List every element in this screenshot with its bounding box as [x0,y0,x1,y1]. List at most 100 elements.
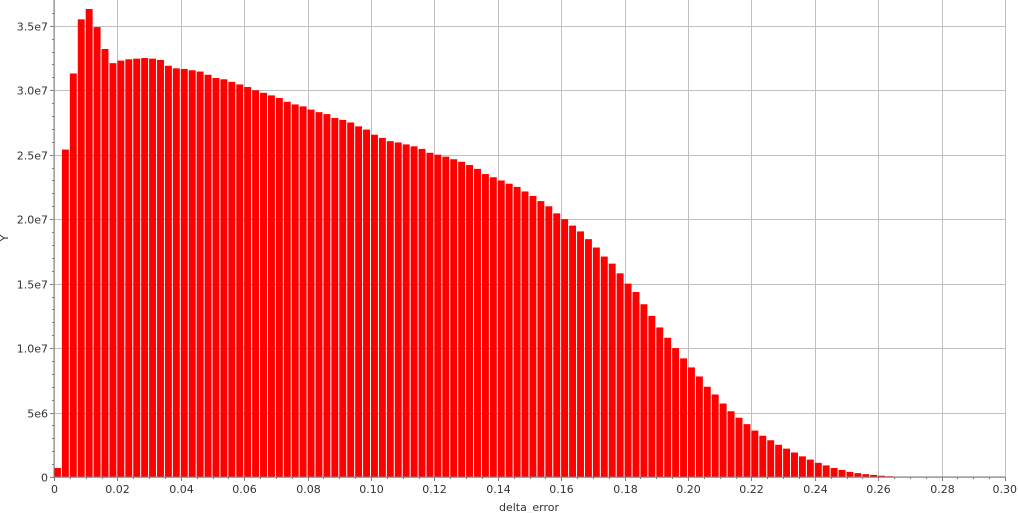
x-tick-label: 0.16 [549,483,574,496]
y-tick-label: 1.5e7 [17,279,48,292]
y-tick-label: 2.0e7 [17,214,48,227]
histogram-bar [283,101,291,477]
histogram-bar [822,465,830,477]
histogram-bar [791,452,798,477]
x-tick-label: 0.24 [803,483,828,496]
histogram-bar [529,195,537,477]
histogram-bar [878,475,886,477]
histogram-bar [212,78,220,477]
histogram-bar [347,122,355,477]
x-axis-label: delta_error [499,501,559,513]
histogram-bar [798,456,806,477]
histogram-bar [172,68,180,477]
y-tick-label: 3.5e7 [17,21,48,34]
histogram-bar [481,174,489,478]
histogram-bar [109,63,117,478]
y-axis-label: Y [0,234,11,242]
histogram-bar [838,469,846,477]
histogram-bar [489,177,497,477]
histogram-bar [157,59,164,477]
histogram-bar [77,19,85,478]
histogram-bar [743,424,751,477]
axes [53,0,1005,478]
x-tick-label: 0.04 [169,483,194,496]
histogram-bar [474,168,481,477]
histogram-bar [275,97,283,477]
histogram-bar [141,58,149,477]
x-tick-label: 0.08 [296,483,321,496]
histogram-bar [521,191,529,477]
x-tick-label: 0.18 [613,483,638,496]
histogram-bar [149,58,157,477]
histogram-bar [196,71,204,478]
histogram-bar [584,239,592,477]
histogram-bar [751,430,759,477]
histogram-bar [608,263,616,477]
histogram-bar [695,376,703,477]
histogram-bar [727,411,735,477]
y-tick-label: 2.5e7 [17,150,48,163]
histogram-bar [260,92,267,477]
histogram-bar [600,256,608,477]
histogram-bar [125,59,133,478]
histogram-bar [688,367,695,477]
x-tick-label: 0.10 [359,483,384,496]
histogram-bar [188,70,196,477]
histogram-bar [386,141,394,478]
histogram-bar [410,146,418,477]
y-tick-label: 3.0e7 [17,85,48,98]
histogram-bar [814,462,822,477]
histogram-bar [371,134,378,477]
histogram-bar [267,95,275,478]
histogram-bars [54,9,925,478]
histogram-bar [497,180,505,478]
histogram-bar [355,126,363,477]
histogram-bar [640,304,648,477]
histogram-bar [299,106,307,478]
histogram-bar [61,149,69,478]
histogram-bar [133,58,141,477]
histogram-bar [711,394,719,477]
histogram-bar [339,119,347,477]
histogram-bar [315,112,323,477]
histogram-bar [402,144,410,477]
histogram-bar [846,471,854,477]
histogram-bar [854,473,862,477]
histogram-bar [862,474,870,477]
histogram-bar [830,467,838,477]
histogram-bar [426,152,434,477]
x-tick-label: 0.20 [676,483,701,496]
histogram-bar [466,165,474,477]
histogram-bar [236,84,244,477]
histogram-bar [220,79,228,477]
histogram-bar [307,109,315,477]
histogram-bar [656,327,664,477]
histogram-bar [54,467,61,477]
x-tick-label: 0.14 [486,483,511,496]
histogram-bar [69,73,77,477]
x-tick-label: 0.28 [930,483,955,496]
histogram-bar [703,386,711,477]
histogram-bar [783,448,791,477]
histogram-bar [759,435,767,477]
histogram-bar [418,148,426,477]
histogram-bar [394,142,402,477]
histogram-bar [545,206,553,477]
histogram-bar [553,213,561,478]
histogram-bar [561,219,569,477]
y-tick-label: 5e6 [27,408,48,421]
x-axis-ticks: 0 0.02 0.04 0.06 0.08 0.10 0.12 0.14 0.16 0.18 0.2… [51,477,1017,496]
x-tick-label: 0.22 [739,483,764,496]
histogram-bar [180,68,188,477]
histogram-bar [577,231,584,477]
histogram-bar [244,87,252,478]
histogram-bar [513,186,521,477]
y-axis-ticks: 0 5e6 1.0e7 1.5e7 2.0e7 2.5e7 3.0e7 3.5e7 [17,13,54,485]
histogram-bar [323,114,331,477]
x-tick-label: 0.12 [422,483,447,496]
histogram-bar [624,283,632,477]
histogram-bar [719,403,727,477]
histogram-bar [664,337,672,477]
